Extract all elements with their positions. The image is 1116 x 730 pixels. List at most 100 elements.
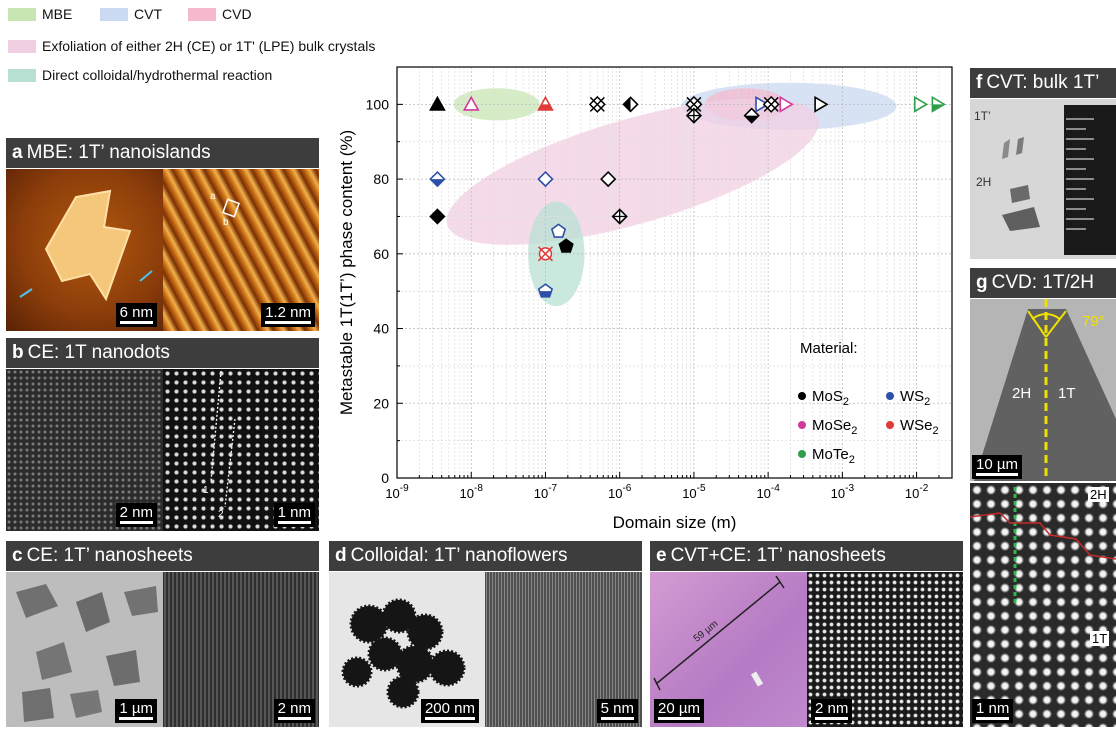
marker-outline bbox=[814, 95, 829, 113]
panel-d-letter: d bbox=[335, 545, 347, 566]
data-point-mos2 bbox=[429, 208, 446, 225]
panel-g-scale-top: 10 µm bbox=[972, 455, 1022, 479]
panel-g-label-2h-bottom: 2H bbox=[1088, 487, 1109, 502]
legend-cvd-label: CVD bbox=[222, 6, 252, 22]
panel-c-title-text: CE: 1T’ nanosheets bbox=[26, 545, 193, 566]
phase-content-chart: 10-9 10-8 10-7 10-6 10-5 10-4 10-3 10-2 0 20 40 60 8… bbox=[337, 66, 953, 532]
mbe-stm-image: 6 nm bbox=[6, 169, 163, 331]
cvt-ce-atomic-image: 2 nm bbox=[807, 572, 963, 727]
y-tick-label: 60 bbox=[373, 246, 389, 262]
data-point-wse2 bbox=[537, 95, 554, 111]
legend-mbe-label: MBE bbox=[42, 6, 73, 22]
panel-f-title-text: CVT: bulk 1T’ bbox=[986, 72, 1100, 93]
data-point-mos2 bbox=[558, 238, 574, 253]
arrow-right-icon bbox=[139, 270, 153, 282]
legend-dot-icon bbox=[886, 421, 894, 429]
legend-mbe: MBE bbox=[8, 6, 72, 22]
panel-b-mark-2: 2 bbox=[218, 509, 224, 520]
colloidal-swatch bbox=[8, 68, 36, 82]
data-point-mos2 bbox=[588, 95, 606, 113]
chart-grid bbox=[396, 66, 953, 479]
data-point-ws2 bbox=[537, 170, 554, 188]
panel-f-letter: f bbox=[976, 72, 983, 93]
data-point-mote2 bbox=[913, 95, 929, 113]
data-point-mos2 bbox=[814, 95, 829, 113]
nanoflowers-image: 200 nm bbox=[329, 572, 485, 727]
legend-exfoliation-label: Exfoliation of either 2H (CE) or 1T' (LP… bbox=[42, 38, 376, 54]
marker-cross bbox=[763, 96, 779, 112]
panel-e-scale-left: 20 µm bbox=[654, 699, 704, 723]
panel-c-scale-left: 1 µm bbox=[115, 699, 157, 723]
panel-g-label-1t: 1T bbox=[1058, 385, 1076, 402]
marker-outline bbox=[755, 95, 770, 113]
x-tick-label: 10-5 bbox=[682, 483, 706, 501]
nanoisland-shape bbox=[19, 189, 153, 302]
x-tick-label: 10-4 bbox=[756, 483, 780, 501]
ce-nanodots-image: 2 nm bbox=[6, 369, 163, 531]
data-point-ws2 bbox=[550, 223, 567, 238]
marker-cross bbox=[589, 96, 605, 112]
legend-colloidal: Direct colloidal/hydrothermal reaction bbox=[8, 67, 272, 83]
x-tick-label: 10-2 bbox=[905, 483, 929, 501]
legend-label: MoSe2 bbox=[812, 417, 857, 437]
bulk-crystal-photo: 1T’ 2H bbox=[970, 99, 1116, 259]
data-point-mos2 bbox=[762, 95, 780, 113]
data-point-mos2 bbox=[611, 208, 628, 225]
panel-c-title: c CE: 1T’ nanosheets bbox=[6, 541, 319, 571]
legend-item-ws2: WS2 bbox=[886, 388, 930, 408]
cvd-swatch bbox=[188, 7, 216, 21]
panel-g-label-2h: 2H bbox=[1012, 385, 1032, 402]
marker-outline bbox=[429, 208, 446, 225]
panel-a-mark-b: b bbox=[223, 217, 229, 228]
x-axis-label: Domain size (m) bbox=[613, 513, 737, 532]
panel-d-title-text: Colloidal: 1T’ nanoflowers bbox=[350, 545, 568, 566]
panel-a-scale-left: 6 nm bbox=[115, 303, 157, 327]
data-point-wse2 bbox=[537, 246, 553, 262]
data-point-ws2 bbox=[755, 95, 770, 113]
data-points bbox=[429, 95, 946, 298]
panel-d-scale-left: 200 nm bbox=[420, 699, 479, 723]
material-legend: Material: MoS2 WS2 MoSe2 WSe2 MoTe2 bbox=[798, 340, 939, 466]
legend-cvt-label: CVT bbox=[134, 6, 162, 22]
panel-g-title-text: CVD: 1T/2H bbox=[991, 272, 1095, 293]
nanoflowers-atomic-image: 5 nm bbox=[485, 572, 642, 727]
marker-half-fill bbox=[932, 104, 945, 112]
panel-g-title: g CVD: 1T/2H bbox=[970, 268, 1116, 298]
marker-cross bbox=[686, 96, 702, 112]
panel-e-title: e CVT+CE: 1T’ nanosheets bbox=[650, 541, 963, 571]
y-tick-label: 40 bbox=[373, 321, 389, 337]
region-exfoliation bbox=[446, 98, 819, 245]
marker-half-fill bbox=[538, 104, 553, 110]
panel-a-mark-a: a bbox=[210, 191, 216, 202]
panel-b-mark-1: 1 bbox=[203, 485, 209, 496]
legend-dot-icon bbox=[886, 392, 894, 400]
y-tick-label: 100 bbox=[366, 96, 390, 112]
arrow-left-icon bbox=[19, 288, 33, 298]
data-point-mos2 bbox=[429, 95, 446, 111]
panel-b-title: b CE: 1T nanodots bbox=[6, 338, 319, 368]
marker-half-fill bbox=[744, 115, 759, 123]
panel-a-title-text: MBE: 1T’ nanoislands bbox=[26, 142, 211, 163]
mbe-atomic-image: a b 1.2 nm bbox=[163, 169, 319, 331]
x-tick-label: 10-7 bbox=[534, 483, 558, 501]
panel-c-scale-right: 2 nm bbox=[273, 699, 315, 723]
panel-g-angle: 79° bbox=[1082, 313, 1105, 330]
mbe-swatch bbox=[8, 7, 36, 21]
panel-e-title-text: CVT+CE: 1T’ nanosheets bbox=[670, 545, 886, 566]
panel-g-letter: g bbox=[976, 272, 988, 293]
cvd-atomic-image: 2H 1T 1 nm bbox=[970, 483, 1116, 727]
data-point-ws2 bbox=[429, 170, 446, 188]
panel-a-title: a MBE: 1T’ nanoislands bbox=[6, 138, 319, 168]
data-point-ws2 bbox=[537, 283, 554, 298]
legend-item-mote2: MoTe2 bbox=[798, 446, 855, 466]
marker-outline bbox=[462, 95, 480, 111]
marker-outline bbox=[429, 95, 446, 111]
x-tick-label: 10-6 bbox=[608, 483, 632, 501]
marker-outline bbox=[779, 95, 794, 113]
legend-dot-icon bbox=[798, 421, 806, 429]
marker-outline bbox=[537, 170, 554, 188]
marker-half-fill bbox=[430, 179, 445, 187]
legend-cvt: CVT bbox=[100, 6, 162, 22]
legend-label: WSe2 bbox=[900, 417, 939, 437]
marker-outline bbox=[600, 170, 617, 188]
